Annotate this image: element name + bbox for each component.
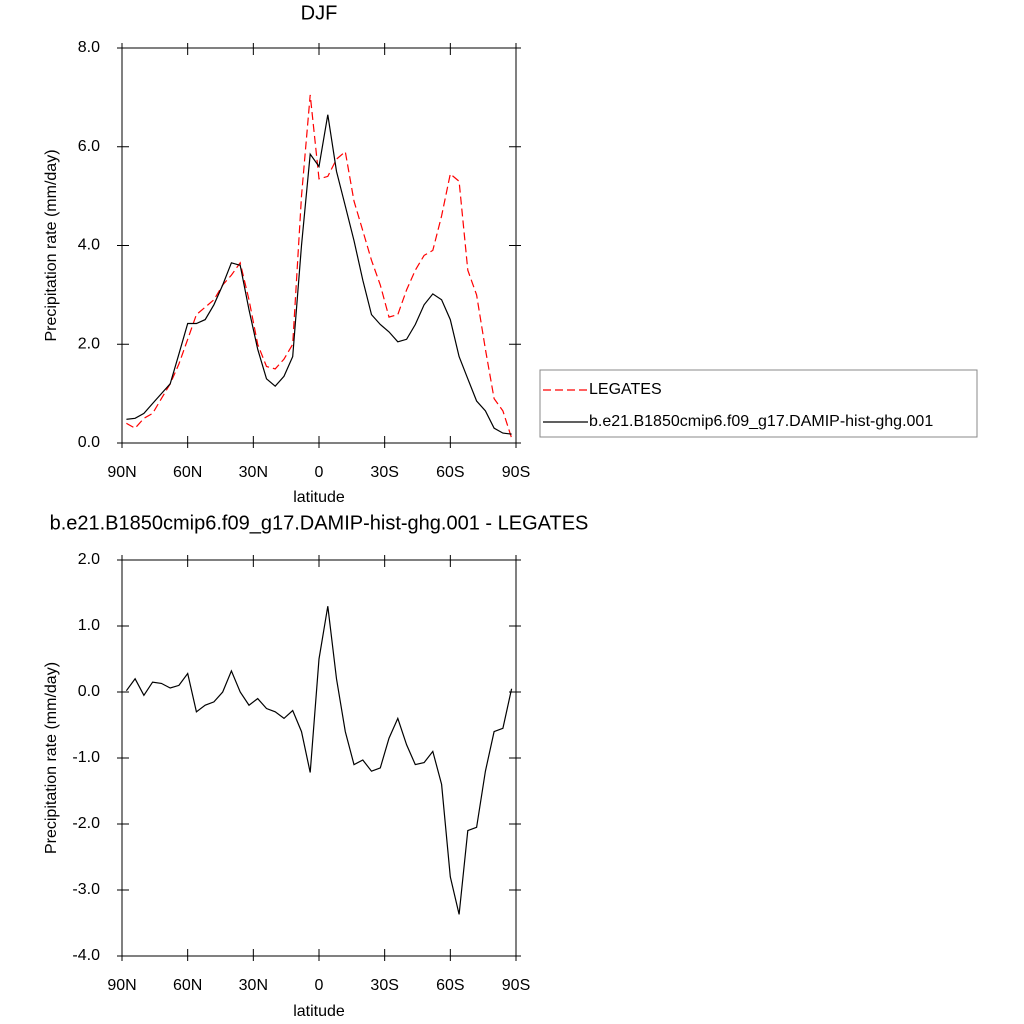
- y-tick-label: 0.0: [78, 434, 100, 451]
- x-tick-label: 30S: [370, 977, 398, 994]
- x-tick-label: 30N: [239, 977, 268, 994]
- x-axis-label: latitude: [293, 489, 345, 506]
- x-tick-label: 0: [315, 464, 324, 481]
- x-tick-label: 60S: [436, 464, 464, 481]
- y-tick-label: 2.0: [78, 335, 100, 352]
- y-tick-label: -1.0: [72, 749, 100, 766]
- chart-title: b.e21.B1850cmip6.f09_g17.DAMIP-hist-ghg.…: [50, 512, 589, 534]
- x-tick-label: 60N: [173, 977, 202, 994]
- x-axis-label: latitude: [293, 1003, 345, 1020]
- data-line: [126, 94, 513, 439]
- y-tick-label: 4.0: [78, 237, 100, 254]
- y-tick-label: -4.0: [72, 947, 100, 964]
- x-tick-label: 90S: [502, 464, 530, 481]
- x-tick-label: 30S: [370, 464, 398, 481]
- y-tick-label: 0.0: [78, 683, 100, 700]
- y-axis-label: Precipitation rate (mm/day): [43, 149, 60, 341]
- y-tick-label: 6.0: [78, 138, 100, 155]
- chart-title: DJF: [301, 2, 338, 24]
- legend-frame: [539, 369, 978, 438]
- legend-label: b.e21.B1850cmip6.f09_g17.DAMIP-hist-ghg.…: [589, 413, 933, 430]
- y-tick-label: 1.0: [78, 617, 100, 634]
- y-tick-label: -2.0: [72, 815, 100, 832]
- data-line: [125, 606, 513, 915]
- x-tick-label: 0: [315, 977, 324, 994]
- x-tick-label: 90N: [107, 464, 136, 481]
- x-tick-label: 90N: [107, 977, 136, 994]
- x-tick-label: 30N: [239, 464, 268, 481]
- plot-frame: [121, 47, 517, 444]
- x-tick-label: 90S: [502, 977, 530, 994]
- x-tick-label: 60N: [173, 464, 202, 481]
- y-tick-label: -3.0: [72, 881, 100, 898]
- y-axis-label: Precipitation rate (mm/day): [43, 662, 60, 854]
- legend-label: LEGATES: [589, 381, 662, 398]
- y-tick-label: 8.0: [78, 39, 100, 56]
- plot-frame: [121, 559, 517, 957]
- y-tick-label: 2.0: [78, 551, 100, 568]
- data-line: [126, 114, 512, 435]
- x-tick-label: 60S: [436, 977, 464, 994]
